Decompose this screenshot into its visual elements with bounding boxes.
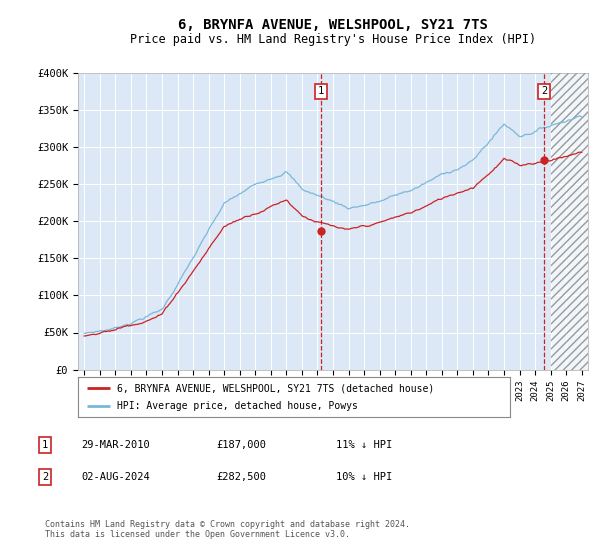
Text: 02-AUG-2024: 02-AUG-2024 bbox=[81, 472, 150, 482]
Bar bbox=[551, 73, 588, 370]
Bar bbox=[551, 73, 588, 370]
Text: 6, BRYNFA AVENUE, WELSHPOOL, SY21 7TS (detached house): 6, BRYNFA AVENUE, WELSHPOOL, SY21 7TS (d… bbox=[117, 383, 434, 393]
Text: 6, BRYNFA AVENUE, WELSHPOOL, SY21 7TS: 6, BRYNFA AVENUE, WELSHPOOL, SY21 7TS bbox=[178, 18, 488, 32]
Text: 29-MAR-2010: 29-MAR-2010 bbox=[81, 440, 150, 450]
Text: 1: 1 bbox=[42, 440, 48, 450]
Text: 10% ↓ HPI: 10% ↓ HPI bbox=[336, 472, 392, 482]
Text: £187,000: £187,000 bbox=[216, 440, 266, 450]
Text: £282,500: £282,500 bbox=[216, 472, 266, 482]
Text: Contains HM Land Registry data © Crown copyright and database right 2024.
This d: Contains HM Land Registry data © Crown c… bbox=[45, 520, 410, 539]
Text: Price paid vs. HM Land Registry's House Price Index (HPI): Price paid vs. HM Land Registry's House … bbox=[130, 32, 536, 46]
Text: 2: 2 bbox=[42, 472, 48, 482]
Text: 2: 2 bbox=[541, 86, 547, 96]
Text: 1: 1 bbox=[318, 86, 325, 96]
Text: 11% ↓ HPI: 11% ↓ HPI bbox=[336, 440, 392, 450]
Text: HPI: Average price, detached house, Powys: HPI: Average price, detached house, Powy… bbox=[117, 401, 358, 411]
